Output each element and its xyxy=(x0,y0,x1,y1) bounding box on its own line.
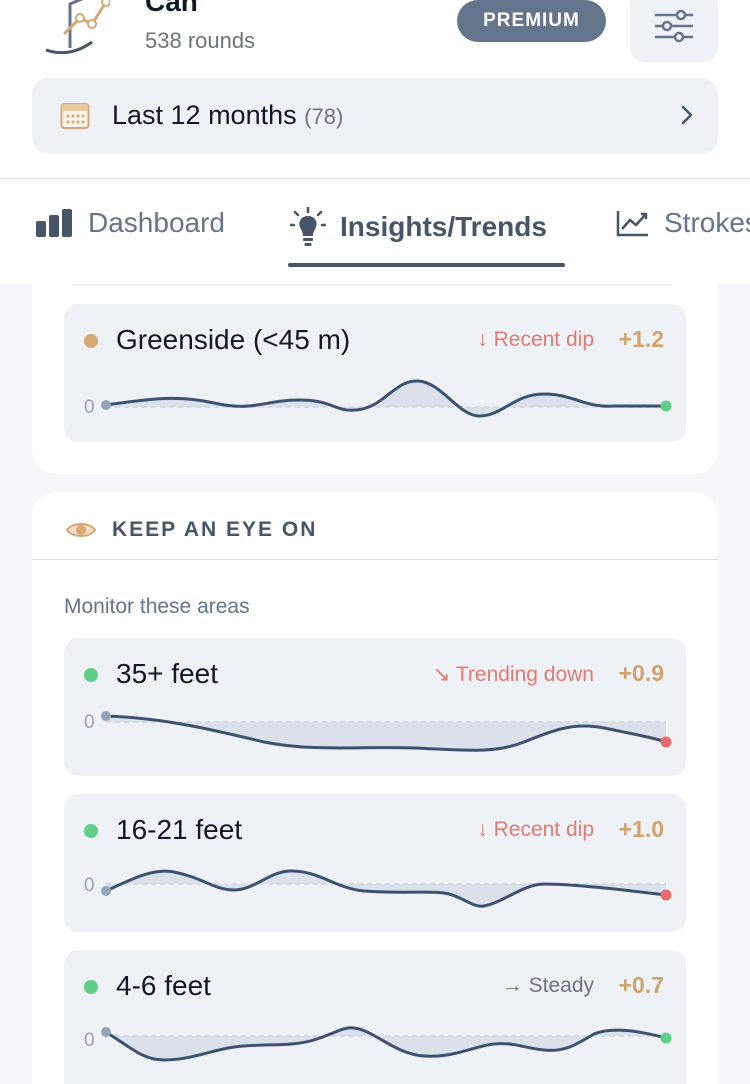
tab-bar: Dashboard Insights/Trends Strokes xyxy=(0,179,750,283)
metric-card-35-plus-feet[interactable]: 35+ feet ↘ Trending down +0.9 0 xyxy=(64,638,686,776)
insights-card: Greenside (<45 m) ↓ Recent dip +1.2 0 xyxy=(32,284,718,474)
sparkline-chart xyxy=(101,711,672,752)
date-range-selector[interactable]: Last 12 months (78) xyxy=(32,78,718,154)
tab-insights-label: Insights/Trends xyxy=(340,211,547,242)
trend-chart-icon xyxy=(616,211,648,237)
metric-delta: +1.0 xyxy=(618,816,664,842)
sparkline-chart xyxy=(101,1026,672,1062)
metric-delta: +1.2 xyxy=(618,326,664,352)
lightbulb-icon xyxy=(290,207,326,246)
metric-name: 4-6 feet xyxy=(116,970,211,1001)
metric-delta: +0.7 xyxy=(618,972,664,998)
premium-badge[interactable]: PREMIUM xyxy=(457,0,606,42)
header-divider xyxy=(0,178,750,179)
sparkline-chart xyxy=(101,869,672,908)
sparkline-zero-label: 0 xyxy=(84,1030,95,1051)
tab-dashboard[interactable]: Dashboard xyxy=(36,207,225,239)
user-name: Can xyxy=(145,0,198,17)
keep-an-eye-header: KEEP AN EYE ON xyxy=(66,518,317,542)
monitor-subtitle: Monitor these areas xyxy=(64,595,250,618)
tab-insights[interactable]: Insights/Trends xyxy=(290,207,547,247)
metric-trend: ↓ Recent dip xyxy=(477,328,594,351)
bar-chart-icon xyxy=(36,209,72,237)
filter-settings-button[interactable] xyxy=(630,0,718,62)
metric-card-4-6-feet[interactable]: 4-6 feet → Steady +0.7 0 xyxy=(64,950,686,1084)
eye-icon xyxy=(66,523,96,537)
metric-name: Greenside (<45 m) xyxy=(116,324,351,355)
tab-strokes-label: Strokes xyxy=(664,207,750,238)
card-separator xyxy=(72,284,672,286)
app-header: Can 538 rounds PREMIUM Last 12 months (7… xyxy=(0,0,750,284)
keep-an-eye-title: KEEP AN EYE ON xyxy=(112,518,318,541)
sparkline-chart xyxy=(101,379,672,418)
date-range-count: (78) xyxy=(304,104,344,129)
date-range-text: Last 12 months xyxy=(112,100,297,130)
keep-an-eye-card: KEEP AN EYE ON Monitor these areas 35+ f… xyxy=(32,492,718,1084)
metric-name: 16-21 feet xyxy=(116,814,243,845)
metric-card-greenside[interactable]: Greenside (<45 m) ↓ Recent dip +1.2 0 xyxy=(64,304,686,442)
sliders-icon xyxy=(654,9,694,43)
app-logo-icon xyxy=(45,0,110,55)
metric-status-dot xyxy=(84,334,98,348)
metric-status-dot xyxy=(84,980,98,994)
metric-status-dot xyxy=(84,668,98,682)
metric-trend: ↓ Recent dip xyxy=(477,818,594,841)
metric-trend: ↘ Trending down xyxy=(432,663,594,686)
metric-card-16-21-feet[interactable]: 16-21 feet ↓ Recent dip +1.0 0 xyxy=(64,794,686,932)
section-divider xyxy=(32,559,718,560)
metric-trend: → Steady xyxy=(501,974,594,997)
sparkline-zero-label: 0 xyxy=(84,875,95,896)
chevron-right-icon xyxy=(681,105,693,125)
rounds-count: 538 rounds xyxy=(145,28,256,53)
metric-status-dot xyxy=(84,824,98,838)
active-tab-indicator xyxy=(288,263,565,267)
date-range-label: Last 12 months (78) xyxy=(112,100,343,131)
sparkline-zero-label: 0 xyxy=(84,397,95,418)
metric-delta: +0.9 xyxy=(618,660,664,686)
tab-strokes[interactable]: Strokes xyxy=(616,207,750,239)
metric-name: 35+ feet xyxy=(116,658,218,689)
sparkline-zero-label: 0 xyxy=(84,712,95,733)
calendar-icon xyxy=(60,103,90,129)
tab-dashboard-label: Dashboard xyxy=(88,207,225,238)
